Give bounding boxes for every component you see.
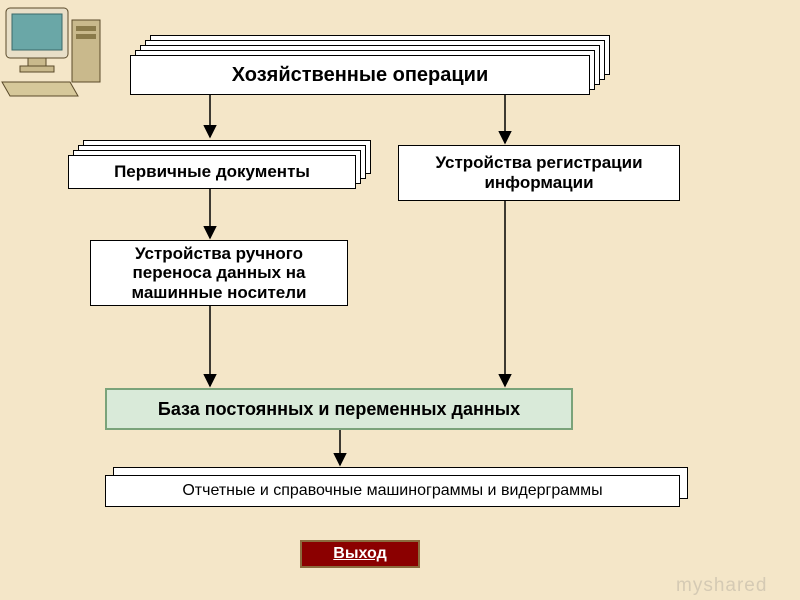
computer-icon	[0, 0, 110, 100]
ops-label: Хозяйственные операции	[232, 64, 489, 87]
diagram-canvas: Хозяйственные операции Первичные документ…	[0, 0, 800, 600]
database-label: База постоянных и переменных данных	[158, 399, 520, 420]
reg_devices-label: Устройства регистрации информации	[407, 153, 671, 192]
reports-label: Отчетные и справочные машинограммы и вид…	[182, 482, 602, 500]
exit-button-label: Выход	[333, 545, 386, 563]
primary_docs-label: Первичные документы	[114, 162, 310, 182]
exit-button[interactable]: Выход	[300, 540, 420, 568]
manual_transfer-label: Устройства ручного переноса данных на ма…	[99, 244, 339, 303]
ops-box: Хозяйственные операции	[130, 55, 590, 95]
manual_transfer-box: Устройства ручного переноса данных на ма…	[90, 240, 348, 306]
database-box: База постоянных и переменных данных	[105, 388, 573, 430]
primary_docs-box: Первичные документы	[68, 155, 356, 189]
reg_devices-box: Устройства регистрации информации	[398, 145, 680, 201]
reports-box: Отчетные и справочные машинограммы и вид…	[105, 475, 680, 507]
watermark: myshared	[676, 575, 767, 597]
